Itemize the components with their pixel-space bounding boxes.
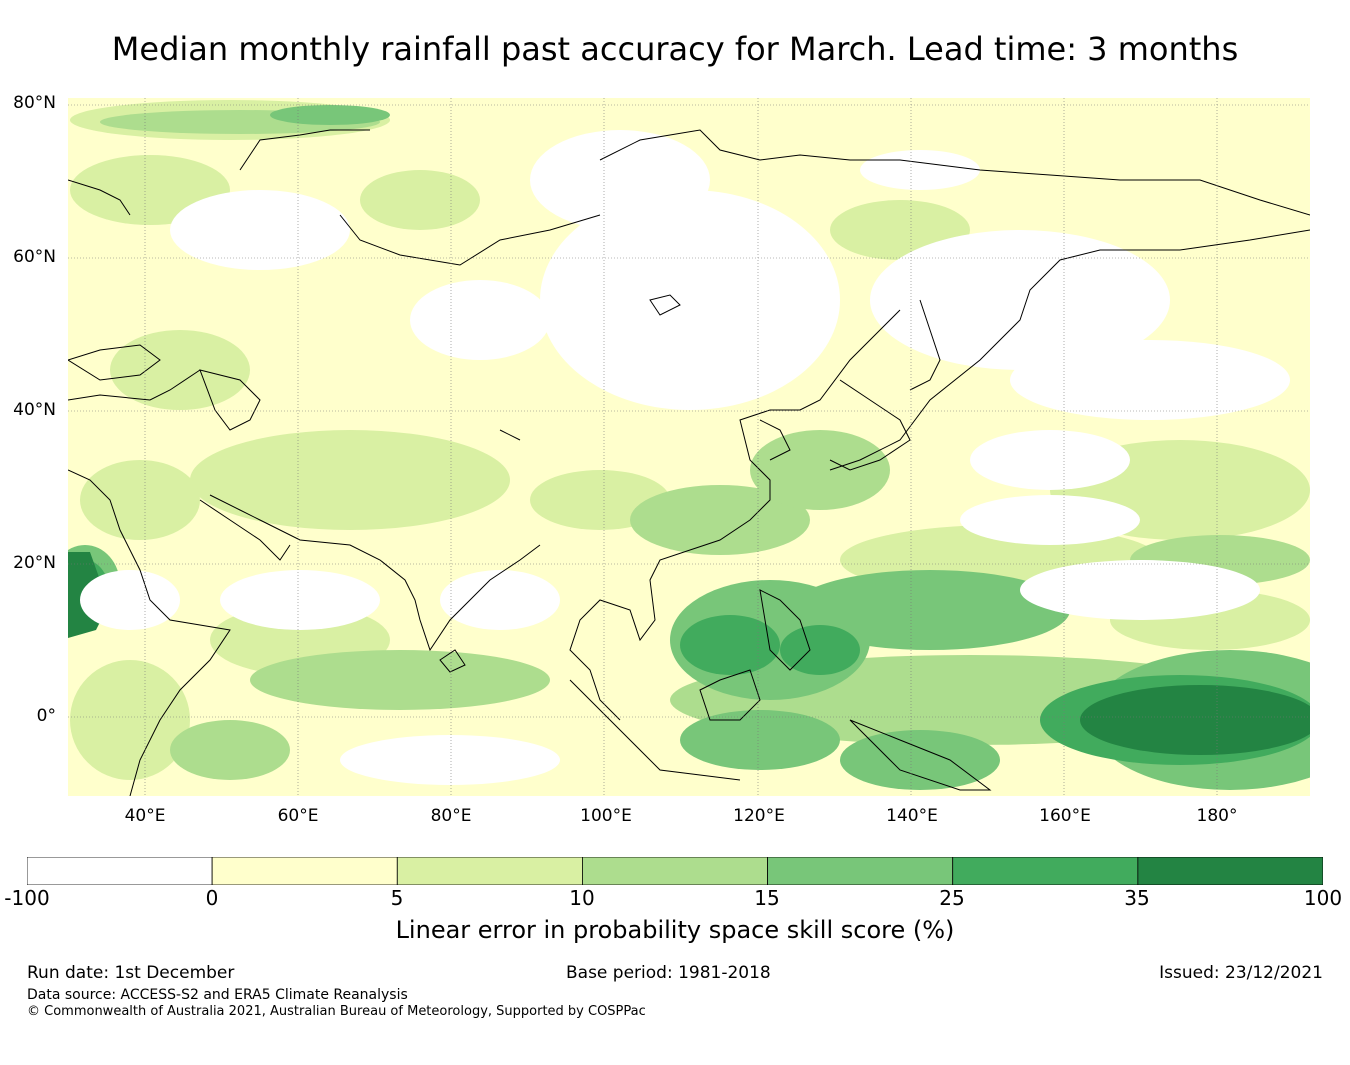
colorbar-tick: 25 — [939, 886, 965, 910]
colorbar-segment — [396, 857, 583, 885]
colorbar-tick: 100 — [1303, 886, 1343, 910]
lat-label-60n: 60°N — [13, 247, 56, 267]
coastlines — [68, 129, 1310, 796]
run-date: Run date: 1st December — [27, 963, 235, 983]
copyright: © Commonwealth of Australia 2021, Austra… — [27, 1004, 646, 1019]
lat-label-80n: 80°N — [13, 93, 56, 113]
colorbar-tick: 5 — [390, 886, 404, 910]
graticule — [68, 98, 1310, 796]
lat-label-0: 0° — [36, 706, 56, 726]
lon-label-100e: 100°E — [580, 806, 632, 826]
lat-label-40n: 40°N — [13, 400, 56, 420]
lon-label-40e: 40°E — [124, 806, 166, 826]
issued-date: Issued: 23/12/2021 — [1159, 963, 1323, 983]
colorbar-segment — [582, 857, 768, 885]
colorbar-label: Linear error in probability space skill … — [395, 916, 955, 944]
lon-label-180: 180° — [1196, 806, 1238, 826]
colorbar — [27, 857, 1323, 885]
data-source: Data source: ACCESS-S2 and ERA5 Climate … — [27, 987, 408, 1003]
colorbar-tick: 35 — [1124, 886, 1150, 910]
colorbar-segment — [952, 857, 1139, 885]
skill-field-negative — [80, 130, 1290, 785]
colorbar-segment — [767, 857, 954, 885]
lon-label-120e: 120°E — [733, 806, 785, 826]
colorbar-segment — [211, 857, 398, 885]
lon-label-60e: 60°E — [277, 806, 319, 826]
colorbar-segment — [1137, 857, 1323, 885]
base-period: Base period: 1981-2018 — [566, 963, 771, 983]
lon-label-80e: 80°E — [430, 806, 472, 826]
colorbar-tick: -100 — [4, 886, 50, 910]
colorbar-tick: 10 — [569, 886, 595, 910]
map-title: Median monthly rainfall past accuracy fo… — [111, 30, 1239, 68]
colorbar-tick: 0 — [205, 886, 219, 910]
lon-label-140e: 140°E — [886, 806, 938, 826]
lat-label-20n: 20°N — [13, 553, 56, 573]
colorbar-tick: 15 — [754, 886, 780, 910]
lon-label-160e: 160°E — [1039, 806, 1091, 826]
colorbar-segment — [27, 857, 213, 885]
